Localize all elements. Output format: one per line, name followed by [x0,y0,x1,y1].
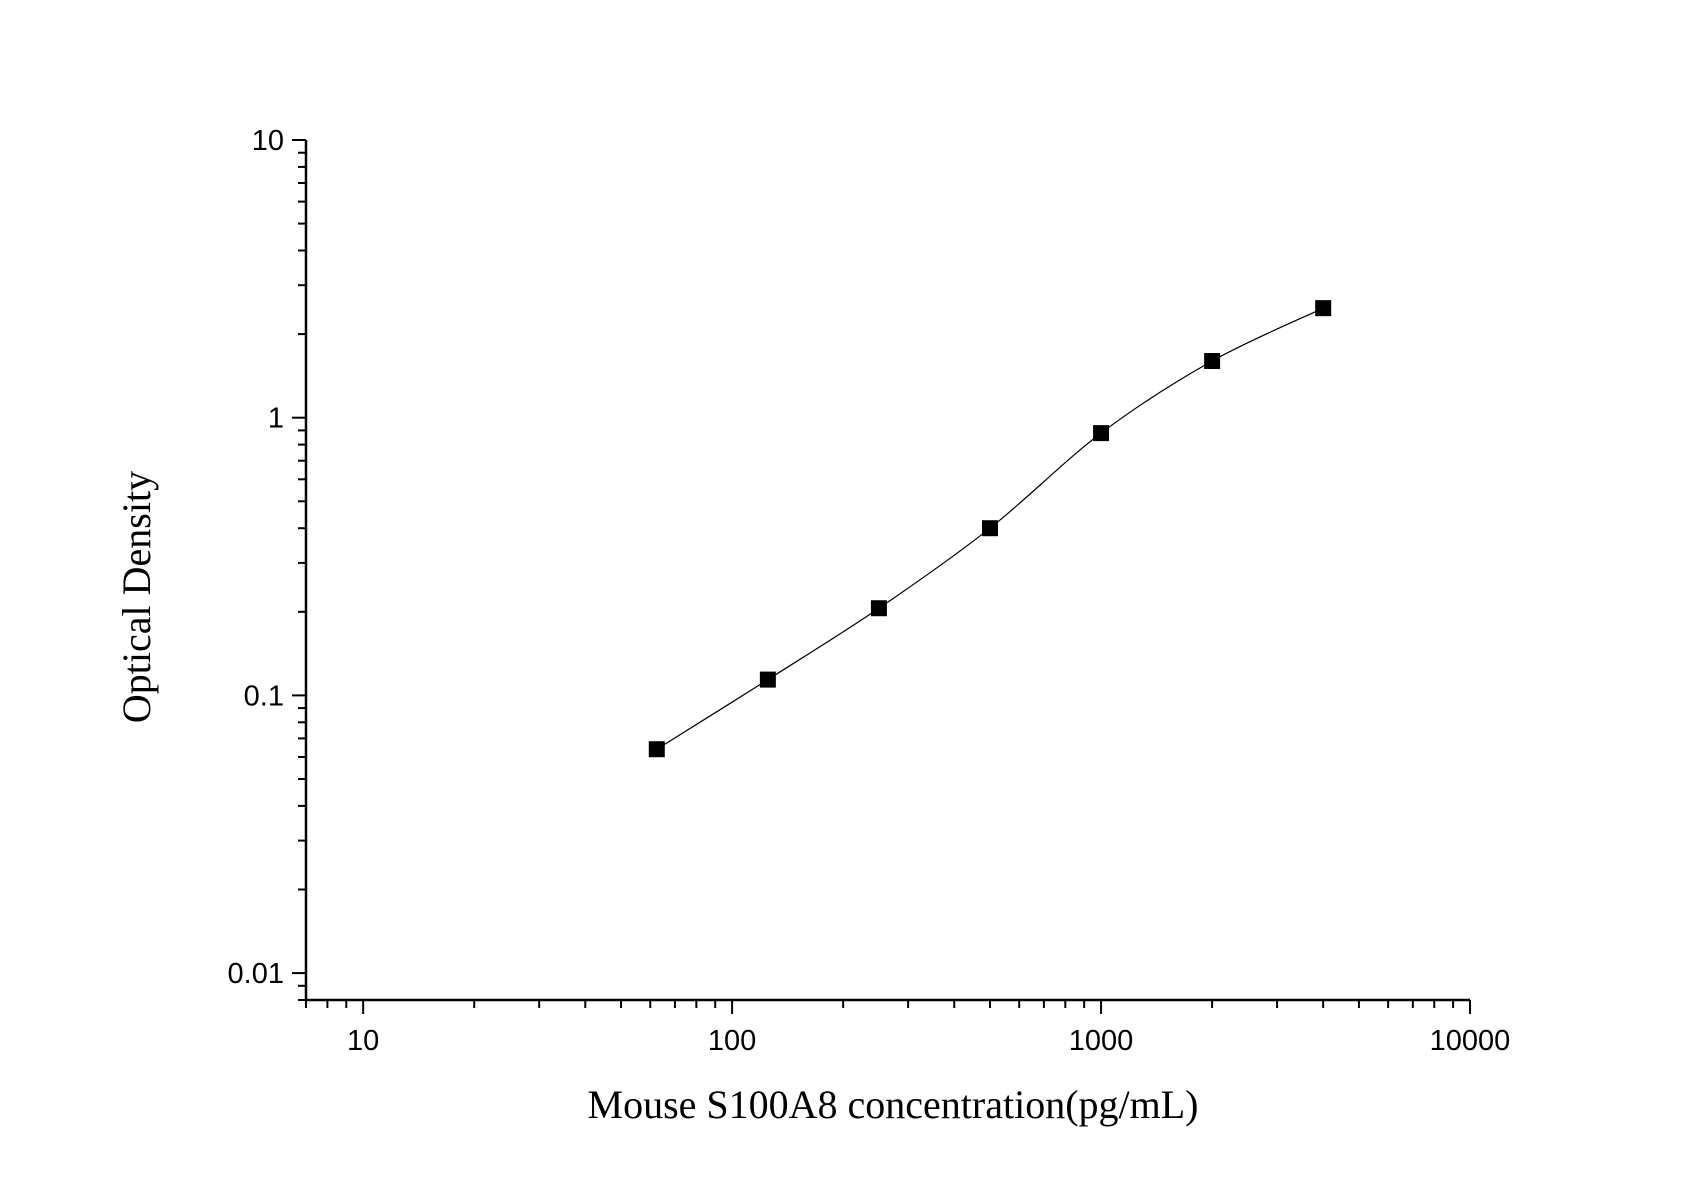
data-point [1093,425,1110,442]
x-tick-label: 1000 [1069,1025,1134,1057]
data-point [648,741,665,758]
y-tick-label: 0.01 [228,958,284,990]
data-point [981,520,998,537]
y-axis-ticks: 0.01 0.1 1 10 [228,125,306,1001]
data-point [1204,353,1221,370]
data-point [759,671,776,688]
data-points [648,300,1332,758]
x-axis-ticks: 10 100 1000 10000 [305,1000,1511,1057]
data-point [870,600,887,617]
x-axis-title: Mouse S100A8 concentration(pg/mL) [588,1082,1199,1127]
x-tick-label: 100 [708,1025,756,1057]
y-tick-label: 0.1 [244,680,284,712]
x-tick-label: 10 [347,1025,379,1057]
data-point [1315,300,1332,317]
y-tick-label: 1 [268,403,284,435]
y-axis-title: Optical Density [114,471,159,723]
axes [304,140,1470,1002]
y-tick-label: 10 [252,125,284,157]
x-tick-label: 10000 [1430,1025,1511,1057]
